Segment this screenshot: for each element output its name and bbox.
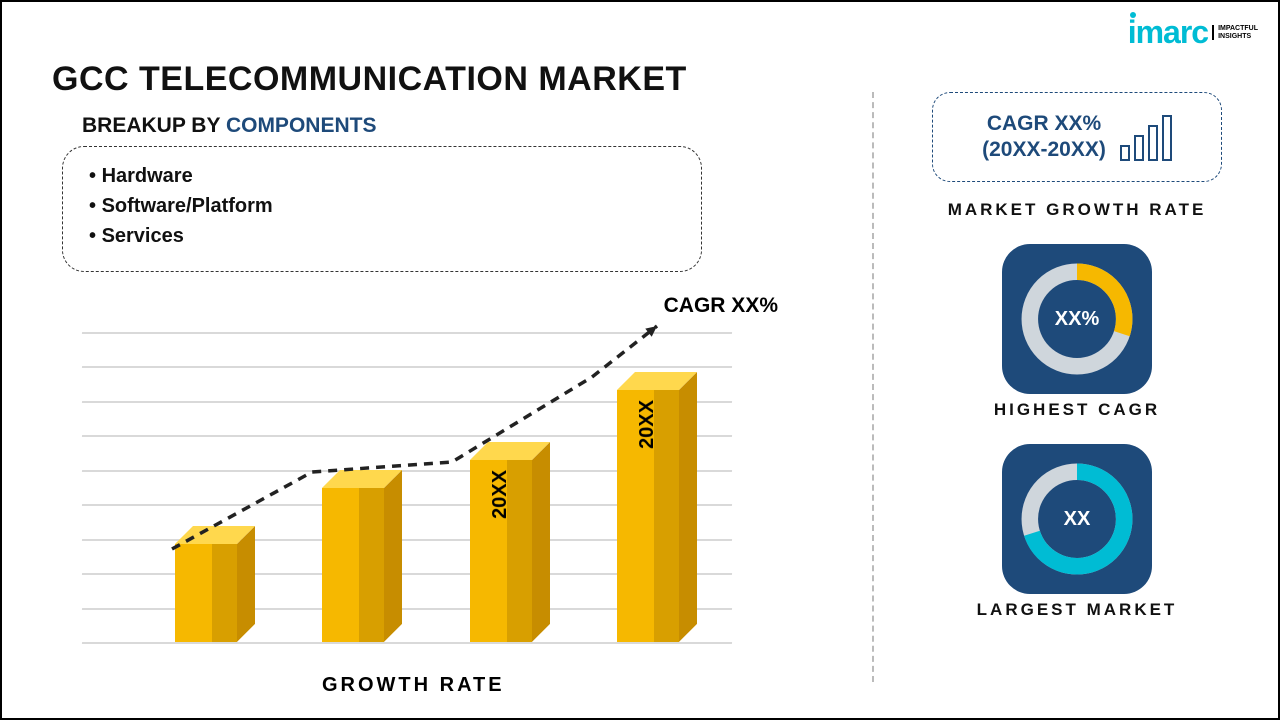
growth-chart: 20XX20XX CAGR XX% GROWTH RATE (72, 302, 772, 692)
breakup-heading: BREAKUP BY COMPONENTS (82, 114, 376, 138)
breakup-list: Hardware Software/Platform Services (89, 161, 675, 251)
cagr-trend-label: CAGR XX% (664, 294, 778, 318)
vertical-divider (872, 92, 874, 682)
chart-bars: 20XX20XX (132, 332, 722, 642)
largest-market-value: XX (1064, 508, 1091, 531)
cagr-box-text: CAGR XX% (20XX-20XX) (982, 111, 1106, 164)
cagr-line1: CAGR XX% (982, 111, 1106, 137)
list-item: Software/Platform (89, 191, 675, 221)
highest-cagr-card: XX% (1002, 244, 1152, 394)
brand-logo: imarc IMPACTFUL INSIGHTS (1128, 14, 1258, 51)
breakup-box: Hardware Software/Platform Services (62, 146, 702, 272)
highest-cagr-label: HIGHEST CAGR (994, 400, 1160, 420)
breakup-highlight: COMPONENTS (226, 114, 377, 137)
logo-text: imarc (1128, 14, 1208, 50)
largest-market-card: XX (1002, 444, 1152, 594)
market-growth-label: MARKET GROWTH RATE (948, 200, 1207, 220)
x-axis-label: GROWTH RATE (322, 674, 505, 697)
list-item: Hardware (89, 161, 675, 191)
largest-market-label: LARGEST MARKET (977, 600, 1178, 620)
page-title: GCC TELECOMMUNICATION MARKET (52, 60, 687, 99)
cagr-summary-box: CAGR XX% (20XX-20XX) (932, 92, 1222, 182)
mini-bar-chart-icon (1120, 113, 1172, 161)
right-column: CAGR XX% (20XX-20XX) MARKET GROWTH RATE … (902, 92, 1252, 644)
highest-cagr-value: XX% (1055, 308, 1099, 331)
list-item: Services (89, 221, 675, 251)
logo-dot-icon (1130, 12, 1136, 18)
breakup-prefix: BREAKUP BY (82, 114, 226, 137)
cagr-line2: (20XX-20XX) (982, 137, 1106, 163)
logo-tagline: IMPACTFUL INSIGHTS (1212, 25, 1258, 40)
